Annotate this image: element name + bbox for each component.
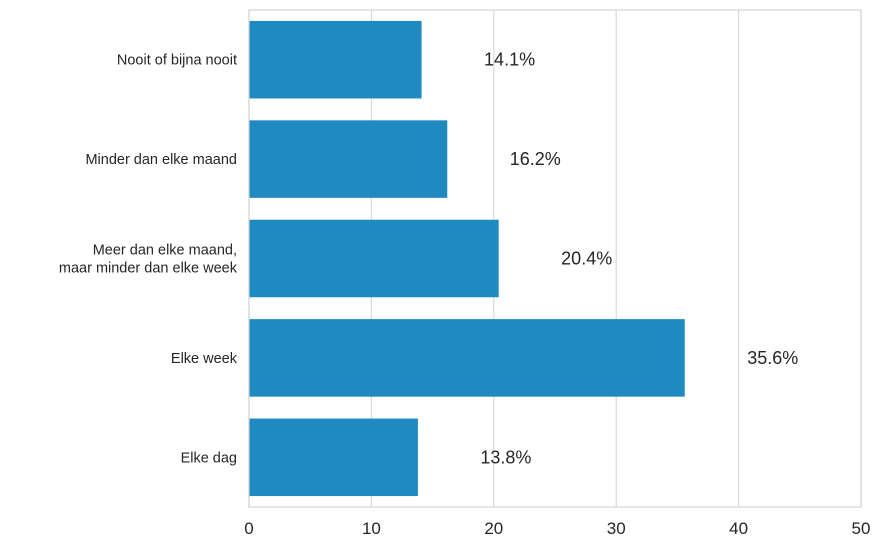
data-label: 35.6% xyxy=(747,348,798,368)
category-label: maar minder dan elke week xyxy=(59,261,238,277)
x-tick-label: 30 xyxy=(607,519,626,538)
x-tick-label: 0 xyxy=(244,519,253,538)
x-tick-label: 40 xyxy=(729,519,748,538)
data-label: 20.4% xyxy=(561,249,612,269)
category-label: Elke dag xyxy=(181,450,237,466)
category-label: Minder dan elke maand xyxy=(85,152,237,168)
x-tick-label: 50 xyxy=(852,519,871,538)
x-tick-labels: 0 10 20 30 40 50 xyxy=(244,519,870,538)
data-label: 14.1% xyxy=(484,50,535,70)
category-label: Nooit of bijna nooit xyxy=(117,53,237,69)
category-label: Elke week xyxy=(171,351,238,367)
data-label: 16.2% xyxy=(510,149,561,169)
x-tick-label: 20 xyxy=(484,519,503,538)
bar xyxy=(249,319,685,397)
bars xyxy=(249,20,685,497)
x-tick-label: 10 xyxy=(362,519,381,538)
bar xyxy=(249,418,418,497)
category-labels: Nooit of bijna nooit Minder dan elke maan… xyxy=(59,53,238,467)
bar xyxy=(249,20,422,99)
bar xyxy=(249,120,448,198)
data-labels: 14.1% 16.2% 20.4% 35.6% 13.8% xyxy=(480,50,798,468)
plot-border xyxy=(248,9,862,508)
plot-frame xyxy=(248,9,862,508)
category-label: Meer dan elke maand, xyxy=(93,243,237,259)
bar xyxy=(249,219,499,298)
data-label: 13.8% xyxy=(480,447,531,467)
